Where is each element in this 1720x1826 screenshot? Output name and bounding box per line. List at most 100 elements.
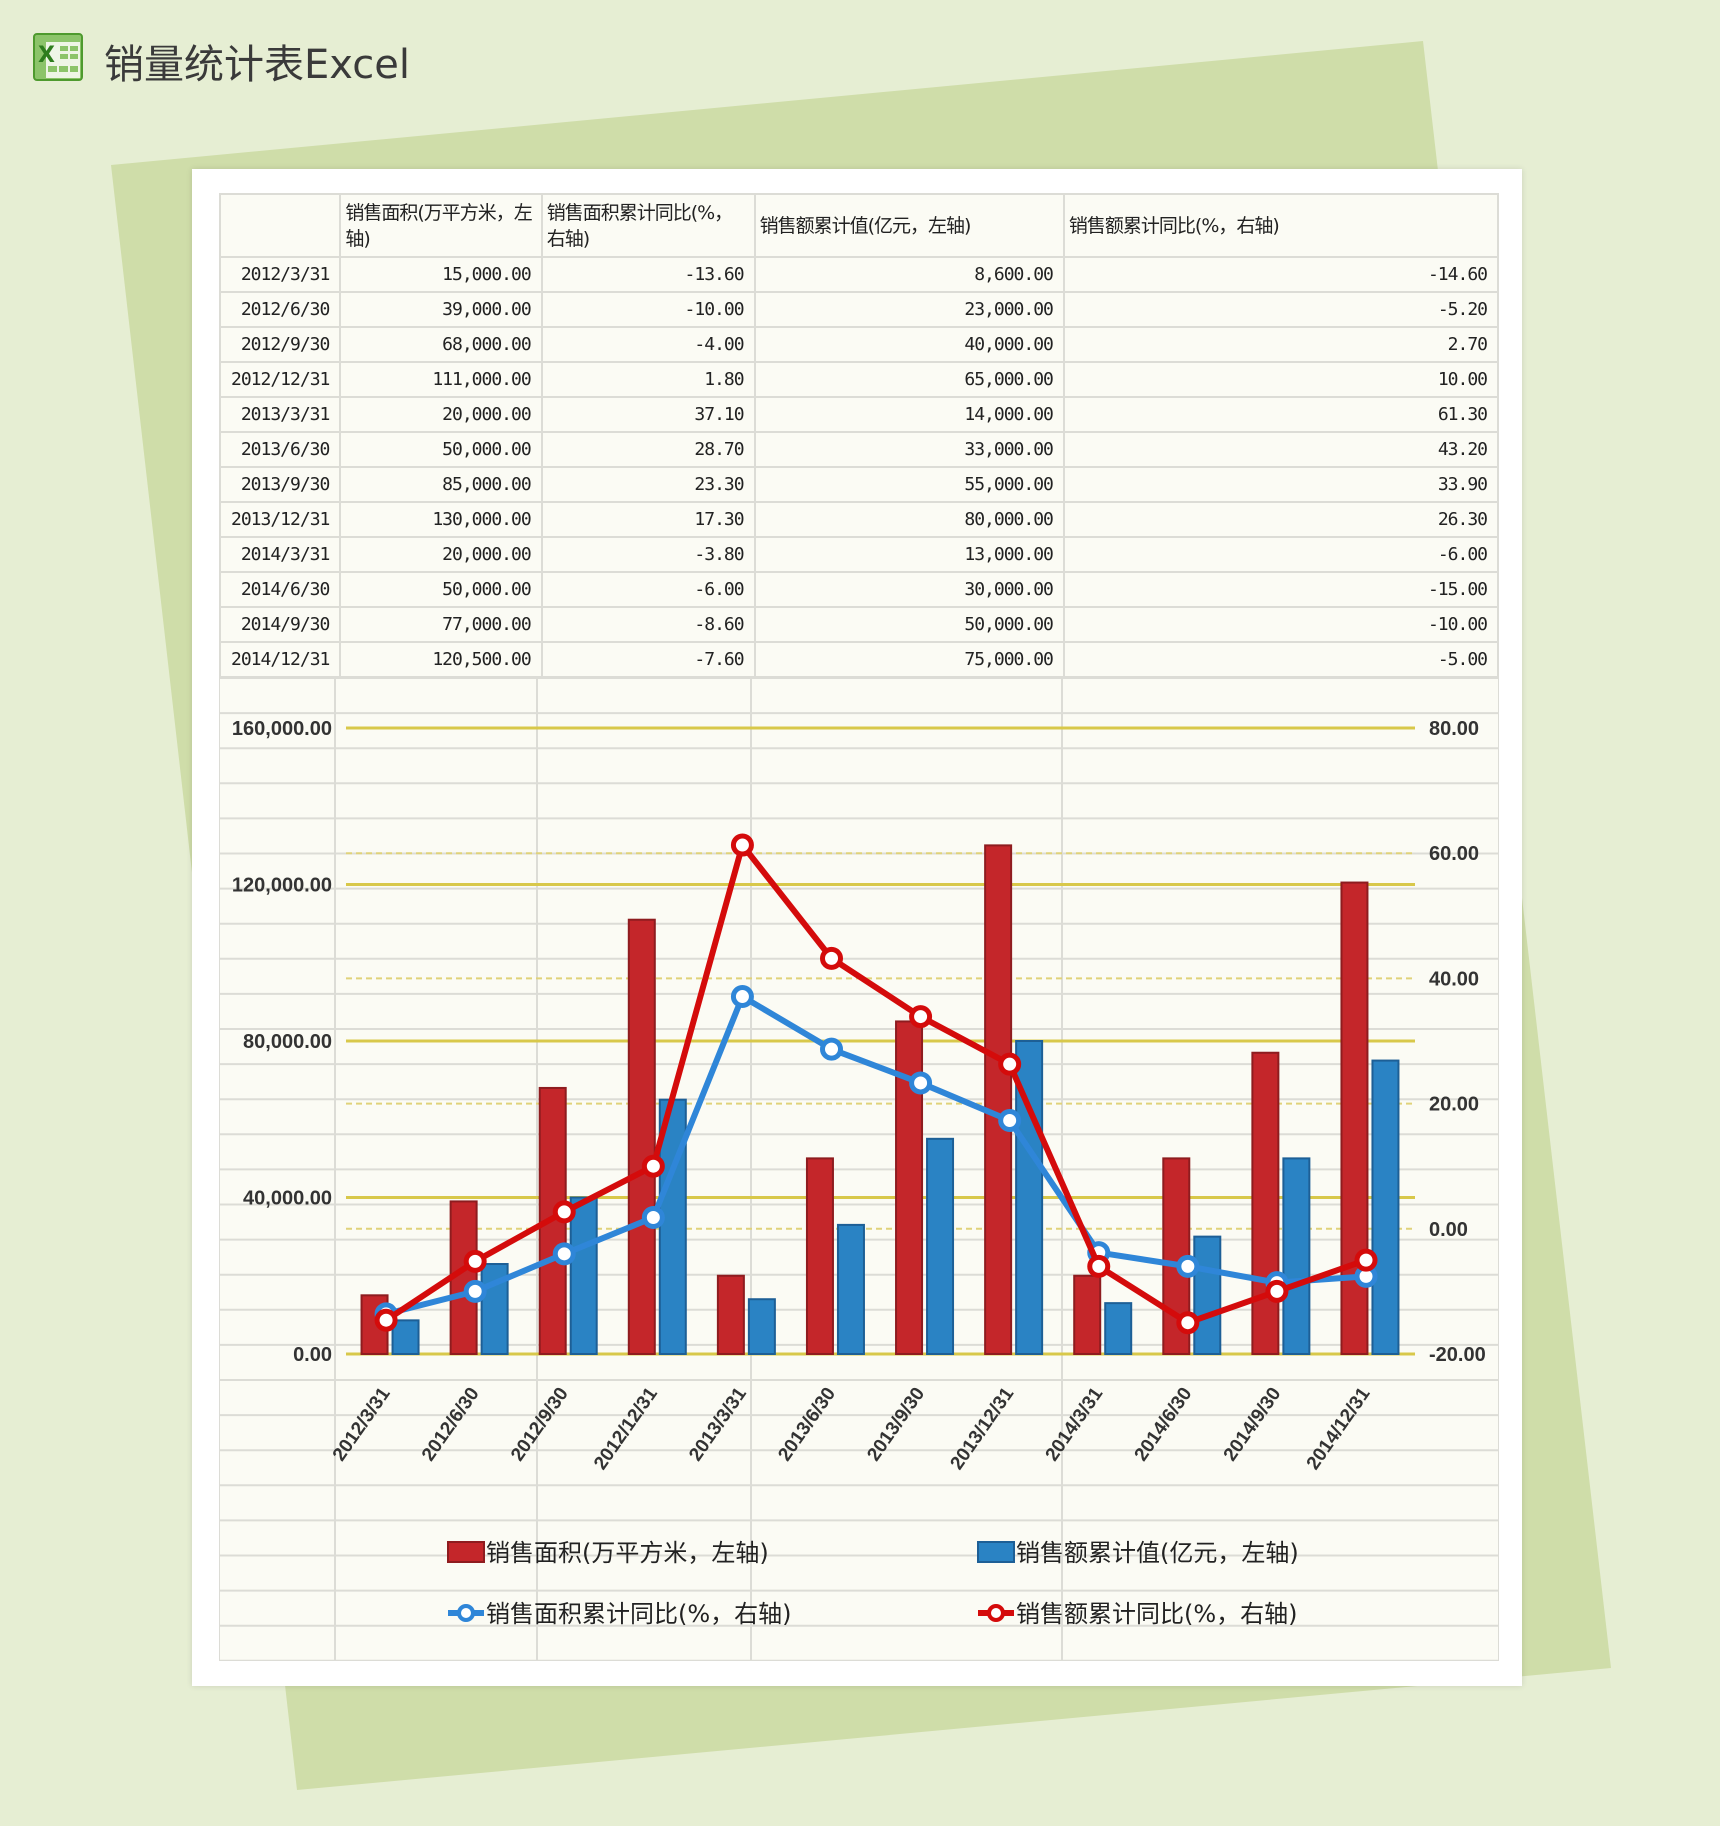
line-marker [820, 1037, 844, 1061]
table-cell[interactable]: 2013/3/31 [218, 396, 342, 433]
table-row: 2013/9/30 85,000.00 23.30 55,000.00 33.90 [218, 466, 1500, 503]
table-cell[interactable]: 2013/6/30 [218, 431, 342, 468]
x-axis-tick-label: 2014/9/30 [1220, 1384, 1286, 1465]
column-header[interactable]: 销售面积累计同比(%，右轴) [540, 193, 756, 258]
line-marker [730, 985, 754, 1009]
table-cell[interactable]: -6.00 [1062, 536, 1500, 573]
right-axis-tick-label: -20.00 [1429, 1344, 1486, 1366]
column-header[interactable]: 销售额累计同比(%，右轴) [1062, 193, 1500, 258]
table-cell[interactable]: 2012/9/30 [218, 326, 342, 363]
table-cell[interactable]: 28.70 [540, 431, 756, 468]
x-axis-tick-label: 2014/6/30 [1131, 1384, 1197, 1465]
table-cell[interactable]: 80,000.00 [753, 501, 1065, 538]
column-header[interactable]: 销售面积(万平方米，左轴) [339, 193, 543, 258]
table-cell[interactable]: 65,000.00 [753, 361, 1065, 398]
table-cell[interactable]: 61.30 [1062, 396, 1500, 433]
table-cell[interactable]: 2014/12/31 [218, 641, 342, 678]
table-cell[interactable]: 2012/6/30 [218, 291, 342, 328]
table-cell[interactable]: -4.00 [540, 326, 756, 363]
table-cell[interactable]: 2012/3/31 [218, 256, 342, 293]
bar-sales-area [805, 1157, 834, 1355]
line-marker [641, 1154, 665, 1178]
table-cell[interactable]: -5.20 [1062, 291, 1500, 328]
table-cell[interactable]: -3.80 [540, 536, 756, 573]
legend-marker [457, 1604, 475, 1622]
bar-sales-area [895, 1020, 924, 1355]
table-row: 2014/9/30 77,000.00 -8.60 50,000.00 -10.00 [218, 606, 1500, 643]
table-cell[interactable]: 68,000.00 [339, 326, 543, 363]
table-cell[interactable]: 10.00 [1062, 361, 1500, 398]
table-row: 2012/12/31 111,000.00 1.80 65,000.00 10.00 [218, 361, 1500, 398]
table-cell[interactable]: 23,000.00 [753, 291, 1065, 328]
table-row: 2012/6/30 39,000.00 -10.00 23,000.00 -5.20 [218, 291, 1500, 328]
table-cell[interactable]: 2014/9/30 [218, 606, 342, 643]
page-title: 销量统计表Excel [104, 42, 410, 88]
table-cell[interactable]: 33.90 [1062, 466, 1500, 503]
table-cell[interactable]: 17.30 [540, 501, 756, 538]
chart: 0.00 40,000.00 80,000.00 120,000.00 160,000.… [219, 677, 1499, 1661]
table-cell[interactable]: 120,500.00 [339, 641, 543, 678]
bar-sales-area [984, 844, 1013, 1355]
table-cell[interactable]: 13,000.00 [753, 536, 1065, 573]
table-cell[interactable]: 39,000.00 [339, 291, 543, 328]
left-axis-tick-label: 160,000.00 [232, 718, 332, 740]
table-cell[interactable]: 20,000.00 [339, 536, 543, 573]
table-cell[interactable]: 2013/9/30 [218, 466, 342, 503]
table-cell[interactable]: 20,000.00 [339, 396, 543, 433]
table-cell[interactable]: 55,000.00 [753, 466, 1065, 503]
line-marker [552, 1200, 576, 1224]
table-cell[interactable]: -10.00 [540, 291, 756, 328]
table-cell[interactable]: -8.60 [540, 606, 756, 643]
table-cell[interactable]: 50,000.00 [339, 431, 543, 468]
table-cell[interactable]: -6.00 [540, 571, 756, 608]
table-cell[interactable]: 130,000.00 [339, 501, 543, 538]
table-cell[interactable]: -7.60 [540, 641, 756, 678]
line-amount-yoy [384, 842, 1367, 1326]
table-cell[interactable]: 2.70 [1062, 326, 1500, 363]
table-row: 2013/6/30 50,000.00 28.70 33,000.00 43.20 [218, 431, 1500, 468]
table-cell[interactable]: 15,000.00 [339, 256, 543, 293]
legend-label: 销售面积累计同比(%，右轴) [486, 1600, 792, 1628]
column-header[interactable]: 销售额累计值(亿元，左轴) [753, 193, 1065, 258]
table-cell[interactable]: 2013/12/31 [218, 501, 342, 538]
table-cell[interactable]: 8,600.00 [753, 256, 1065, 293]
table-cell[interactable]: 77,000.00 [339, 606, 543, 643]
bar-sales-amount [1282, 1157, 1311, 1355]
table-cell[interactable]: 43.20 [1062, 431, 1500, 468]
table-cell[interactable]: 2014/6/30 [218, 571, 342, 608]
table-cell[interactable]: -10.00 [1062, 606, 1500, 643]
table-cell[interactable]: 50,000.00 [339, 571, 543, 608]
table-cell[interactable]: 40,000.00 [753, 326, 1065, 363]
table-cell[interactable]: 33,000.00 [753, 431, 1065, 468]
table-cell[interactable]: 2014/3/31 [218, 536, 342, 573]
x-axis-tick-label: 2012/12/31 [590, 1383, 662, 1473]
line-marker [641, 1206, 665, 1230]
right-axis-tick-label: 80.00 [1429, 718, 1479, 740]
table-cell[interactable]: 2012/12/31 [218, 361, 342, 398]
table-cell[interactable]: -5.00 [1062, 641, 1500, 678]
table-cell[interactable]: 37.10 [540, 396, 756, 433]
legend-label: 销售额累计同比(%，右轴) [1016, 1600, 1298, 1628]
line-marker [909, 1071, 933, 1095]
table-cell[interactable]: 23.30 [540, 466, 756, 503]
left-axis-tick-label: 80,000.00 [243, 1031, 332, 1053]
right-axis-tick-label: 20.00 [1429, 1094, 1479, 1116]
table-cell[interactable]: 30,000.00 [753, 571, 1065, 608]
table-cell[interactable]: 50,000.00 [753, 606, 1065, 643]
table-cell[interactable]: -14.60 [1062, 256, 1500, 293]
table-cell[interactable]: 111,000.00 [339, 361, 543, 398]
table-cell[interactable]: 85,000.00 [339, 466, 543, 503]
x-axis-tick-label: 2013/12/31 [946, 1383, 1018, 1473]
table-row: 2014/6/30 50,000.00 -6.00 30,000.00 -15.00 [218, 571, 1500, 608]
column-header[interactable] [218, 193, 342, 258]
table-cell[interactable]: 26.30 [1062, 501, 1500, 538]
table-cell[interactable]: 14,000.00 [753, 396, 1065, 433]
table-cell[interactable]: -15.00 [1062, 571, 1500, 608]
table-cell[interactable]: 1.80 [540, 361, 756, 398]
table-cell[interactable]: -13.60 [540, 256, 756, 293]
bar-sales-area [627, 918, 656, 1356]
bar-sales-area [1251, 1051, 1280, 1355]
svg-text:X: X [38, 43, 55, 68]
table-cell[interactable]: 75,000.00 [753, 641, 1065, 678]
x-axis-tick-label: 2014/12/31 [1303, 1383, 1375, 1473]
